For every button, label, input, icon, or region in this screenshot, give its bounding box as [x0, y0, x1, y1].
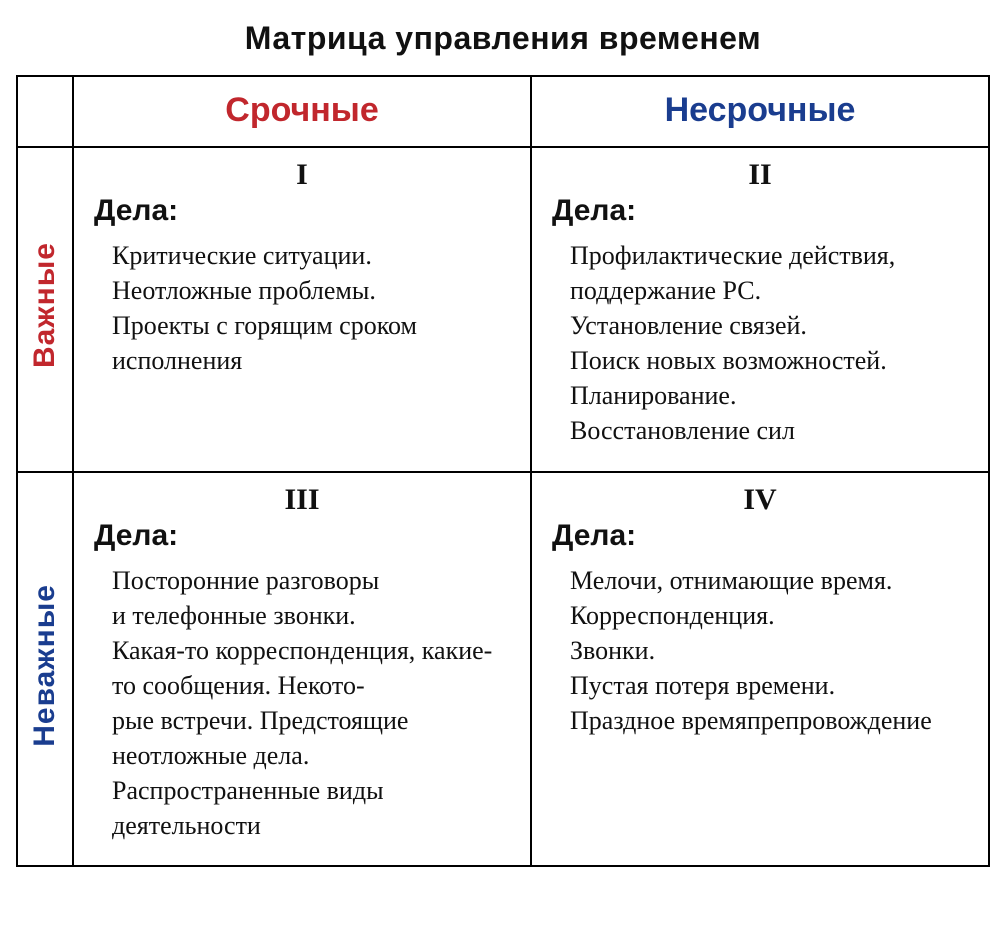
- quadrant-2-body: Профилактические действия, поддержание Р…: [552, 238, 968, 449]
- quadrant-2: II Дела: Профилактические действия, подд…: [531, 147, 989, 472]
- row-header-important: Важные: [17, 147, 73, 472]
- time-management-matrix: Срочные Несрочные Важные I Дела: Критиче…: [16, 75, 990, 867]
- quadrant-3-body: Посторонние разговоры и телефонные звонк…: [94, 563, 510, 844]
- row-header-not-important-label: Неважные: [28, 584, 62, 747]
- quadrant-3-numeral: III: [94, 483, 510, 517]
- quadrant-3: III Дела: Посторонние разговоры и телефо…: [73, 472, 531, 867]
- quadrant-4: IV Дела: Мелочи, отнимающие время.Коррес…: [531, 472, 989, 867]
- row-not-important: Неважные III Дела: Посторонние разговоры…: [17, 472, 989, 867]
- quadrant-4-body: Мелочи, отнимающие время.Корреспонденция…: [552, 563, 968, 738]
- quadrant-2-label: Дела:: [552, 194, 968, 228]
- header-row: Срочные Несрочные: [17, 76, 989, 147]
- quadrant-4-label: Дела:: [552, 519, 968, 553]
- quadrant-1: I Дела: Критические ситуации.Неотложные …: [73, 147, 531, 472]
- col-header-not-urgent: Несрочные: [531, 76, 989, 147]
- corner-cell: [17, 76, 73, 147]
- quadrant-1-numeral: I: [94, 158, 510, 192]
- quadrant-4-numeral: IV: [552, 483, 968, 517]
- quadrant-1-body: Критические ситуации.Неотложные проблемы…: [94, 238, 510, 378]
- quadrant-3-label: Дела:: [94, 519, 510, 553]
- quadrant-2-numeral: II: [552, 158, 968, 192]
- col-header-urgent: Срочные: [73, 76, 531, 147]
- quadrant-1-label: Дела:: [94, 194, 510, 228]
- row-header-not-important: Неважные: [17, 472, 73, 867]
- row-header-important-label: Важные: [28, 242, 62, 368]
- row-important: Важные I Дела: Критические ситуации.Неот…: [17, 147, 989, 472]
- page-title: Матрица управления временем: [16, 20, 990, 57]
